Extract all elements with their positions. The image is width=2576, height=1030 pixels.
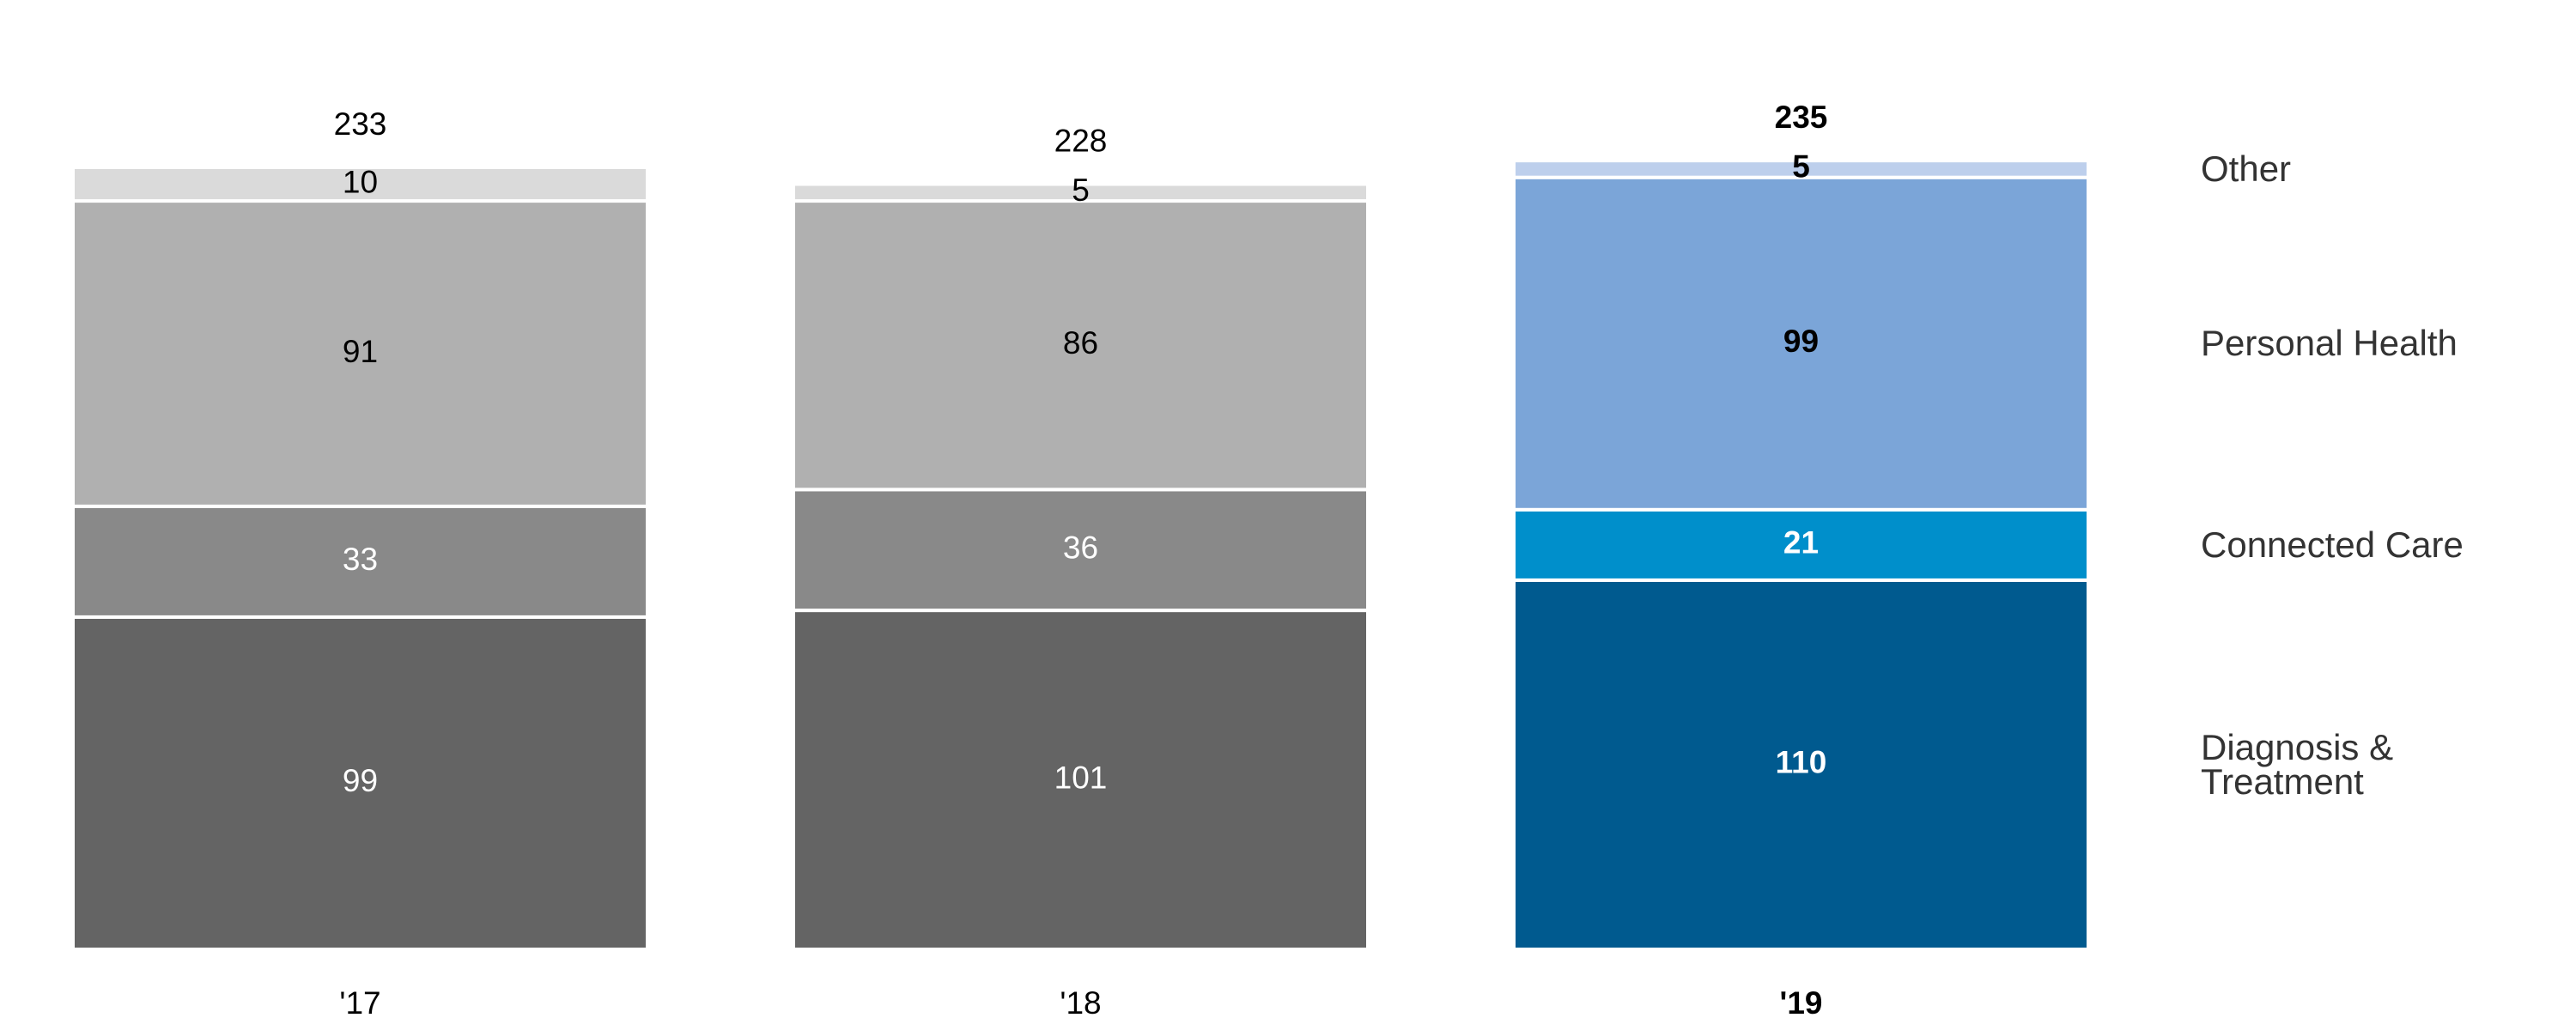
- bar-segment: [71, 165, 649, 203]
- bar-segment: [71, 504, 649, 619]
- x-tick-label: '18: [1060, 985, 1101, 1021]
- value-label: 5: [1792, 149, 1810, 185]
- total-label: 235: [1775, 100, 1828, 135]
- total-label: 228: [1054, 123, 1108, 158]
- x-tick-label: '19: [1780, 985, 1823, 1021]
- value-label: 101: [1054, 760, 1108, 795]
- value-label: 99: [343, 763, 378, 798]
- value-label: 99: [1783, 324, 1819, 359]
- bar-segment: [792, 609, 1370, 952]
- value-label: 33: [343, 542, 378, 577]
- legend-entry: Connected Care: [2201, 524, 2464, 565]
- x-tick-label: '17: [339, 985, 380, 1021]
- bar-segment: [1512, 578, 2090, 952]
- bar-segment: [1512, 507, 2090, 582]
- value-label: 91: [343, 334, 378, 369]
- bar-segment: [1512, 159, 2090, 179]
- total-label: 233: [334, 106, 387, 142]
- legend-entry: Diagnosis & Treatment: [2201, 726, 2394, 802]
- bar-segment: [792, 488, 1370, 613]
- value-label: 10: [343, 164, 378, 199]
- value-label: 86: [1063, 325, 1098, 360]
- bar-segment: [1512, 175, 2090, 512]
- value-label: 5: [1072, 173, 1090, 208]
- value-label: 21: [1783, 525, 1819, 560]
- bar-segment: [792, 199, 1370, 492]
- legend-entry: Personal Health: [2201, 323, 2458, 364]
- bar-segment: [792, 182, 1370, 203]
- value-label: 110: [1776, 745, 1827, 780]
- legend-entry: Other: [2201, 148, 2292, 189]
- bar-segment: [71, 615, 649, 951]
- value-label: 36: [1063, 530, 1098, 565]
